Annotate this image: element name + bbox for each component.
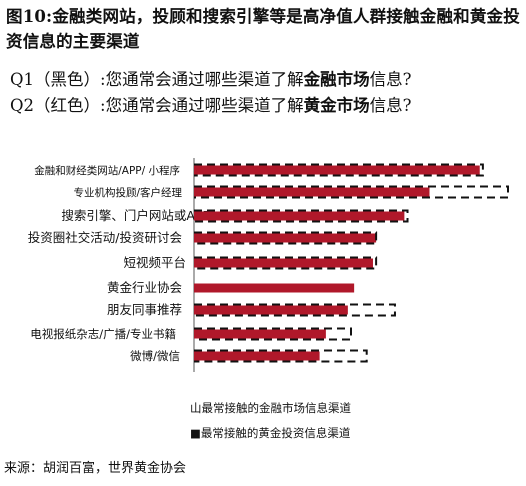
category-label: 黄金行业协会 — [107, 280, 183, 295]
question-2-suffix: 信息? — [369, 96, 412, 115]
question-1: Q1（黑色）:您通常会通过哪些渠道了解金融市场信息? — [10, 66, 411, 90]
gold-info-bar — [194, 329, 326, 339]
category-label: 电视报纸杂志/广播/专业书籍 — [30, 327, 176, 341]
source-note: 来源：胡润百富，世界黄金协会 — [4, 461, 187, 476]
category-label: 金融和财经类网站/APP/ 小程序 — [34, 164, 180, 177]
financial-info-bar — [194, 327, 352, 341]
financial-info-bar — [194, 303, 396, 317]
question-1-prefix: Q1（黑色）:您通常会通过哪些渠道了解 — [10, 70, 304, 89]
gold-info-bar — [194, 165, 480, 175]
question-1-highlight: 金融市场 — [303, 70, 370, 89]
financial-info-bar — [194, 185, 509, 199]
financial-info-bar — [194, 209, 409, 223]
legend-item-financial-market: 山最常接触的金融市场信息渠道 — [190, 401, 351, 415]
gold-info-bar — [194, 233, 377, 243]
category-label: 搜索引擎、门户网站或APP — [61, 208, 210, 223]
category-label: 短视频平台 — [123, 255, 186, 270]
category-label: 专业机构投顾/客户经理 — [73, 186, 182, 199]
bar-chart: 金融和财经类网站/APP/ 小程序专业机构投顾/客户经理搜索引擎、门户网站或AP… — [28, 158, 509, 372]
gold-info-bar — [194, 351, 320, 361]
gold-info-bar — [194, 187, 430, 197]
gold-info-bar — [194, 283, 355, 293]
financial-info-bar — [194, 163, 484, 177]
question-1-suffix: 信息? — [369, 70, 412, 89]
gold-info-bar — [194, 211, 405, 221]
question-2: Q2（红色）:您通常会通过哪些渠道了解黄金市场信息? — [10, 92, 411, 116]
gold-info-bar — [194, 305, 348, 315]
question-2-prefix: Q2（红色）:您通常会通过哪些渠道了解 — [10, 96, 304, 115]
gold-info-bar — [194, 258, 373, 268]
category-label: 微博/微信 — [130, 349, 180, 363]
category-label: 投资圈社交活动/投资研讨会 — [28, 230, 183, 245]
category-label: 朋友同事推荐 — [107, 302, 182, 317]
chart-title: 图10:金融类网站，投顾和搜索引擎等是高净值人群接触金融和黄金投资信息的主要渠道 — [6, 7, 520, 51]
financial-info-bar — [194, 256, 378, 270]
legend-item-gold-investment: ■最常接触的黄金投资信息渠道 — [190, 426, 351, 440]
question-2-highlight: 黄金市场 — [303, 96, 370, 115]
financial-info-bar — [194, 231, 378, 245]
